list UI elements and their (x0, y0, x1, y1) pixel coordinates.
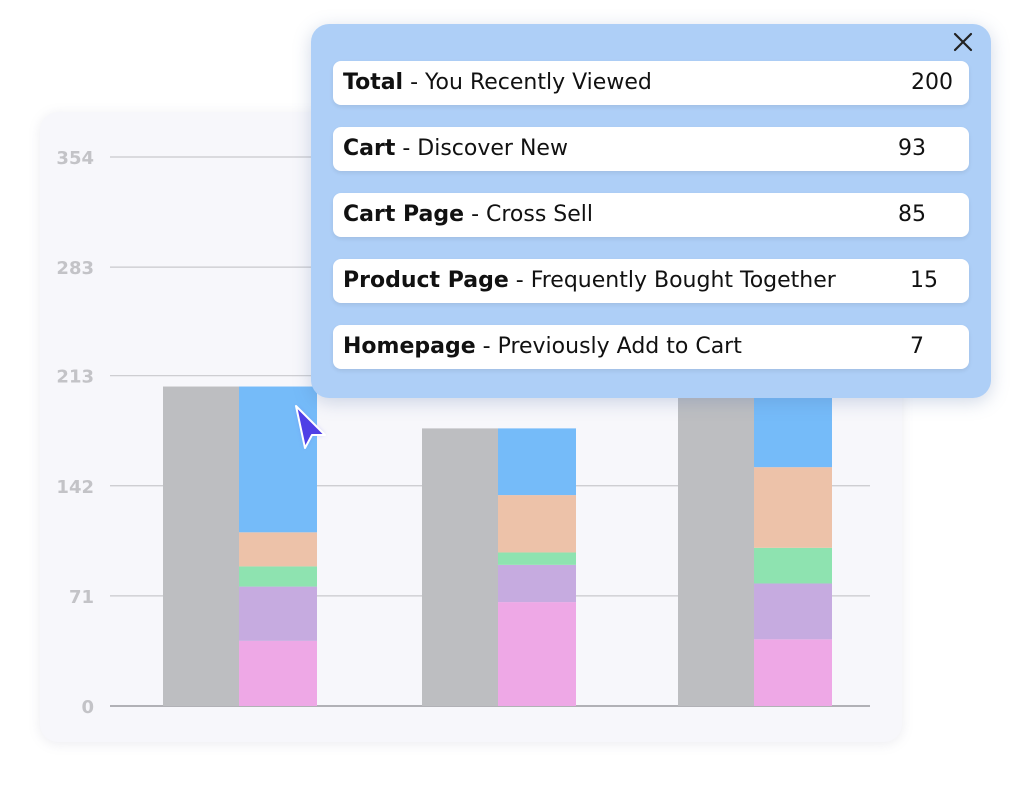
bar-total (678, 380, 754, 706)
bar-segment-cart-page-cross-sell (754, 467, 832, 548)
bar-segment-cart-page-cross-sell (498, 495, 576, 553)
bar-segment-product-page-fbt (498, 552, 576, 565)
bar-segment-bottom-segment (754, 639, 832, 706)
bar-total (422, 428, 498, 706)
close-icon[interactable] (950, 29, 976, 55)
tooltip-row-value: 7 (910, 334, 924, 359)
tooltip-row-value: 200 (911, 70, 953, 95)
y-tick-label: 71 (69, 587, 94, 608)
tooltip-row-label: Homepage - Previously Add to Cart (343, 334, 742, 359)
tooltip-row-homepage: Homepage - Previously Add to Cart 7 (333, 325, 969, 369)
tooltip-row-label: Total - You Recently Viewed (343, 70, 652, 95)
tooltip-row-label: Cart Page - Cross Sell (343, 202, 594, 227)
tooltip-row-cart: Cart - Discover New 93 (333, 127, 969, 171)
bar-segment-homepage-prev-add (754, 583, 832, 640)
y-tick-label: 283 (56, 258, 94, 279)
tooltip-row-cart-page: Cart Page - Cross Sell 85 (333, 193, 969, 237)
bar-segment-cart-page-cross-sell (239, 532, 317, 567)
bar-total (163, 386, 239, 706)
bar-segment-homepage-prev-add (239, 586, 317, 641)
tooltip-row-value: 15 (910, 268, 938, 293)
y-tick-label: 142 (56, 477, 94, 498)
bar-segment-product-page-fbt (754, 547, 832, 584)
bar-chart: 0 71 142 213 283 354 (56, 148, 870, 718)
bar-segment-bottom-segment (239, 640, 317, 706)
bar-segment-homepage-prev-add (498, 564, 576, 603)
bar-segment-bottom-segment (498, 602, 576, 706)
y-tick-label: 354 (56, 148, 94, 169)
close-button[interactable] (950, 29, 976, 55)
y-tick-label: 213 (56, 367, 94, 388)
bar-segment-product-page-fbt (239, 566, 317, 587)
tooltip-row-total: Total - You Recently Viewed 200 (333, 61, 969, 105)
tooltip-row-value: 93 (898, 136, 926, 161)
bar-segment-cart-discover-new (239, 386, 317, 533)
cursor-icon (295, 405, 326, 449)
tooltip-row-value: 85 (898, 202, 926, 227)
bar-segment-cart-discover-new (498, 428, 576, 496)
y-tick-label: 0 (81, 697, 94, 718)
tooltip-row-label: Cart - Discover New (343, 136, 568, 161)
tooltip-row-label: Product Page - Frequently Bought Togethe… (343, 268, 836, 293)
tooltip-row-product-page: Product Page - Frequently Bought Togethe… (333, 259, 969, 303)
